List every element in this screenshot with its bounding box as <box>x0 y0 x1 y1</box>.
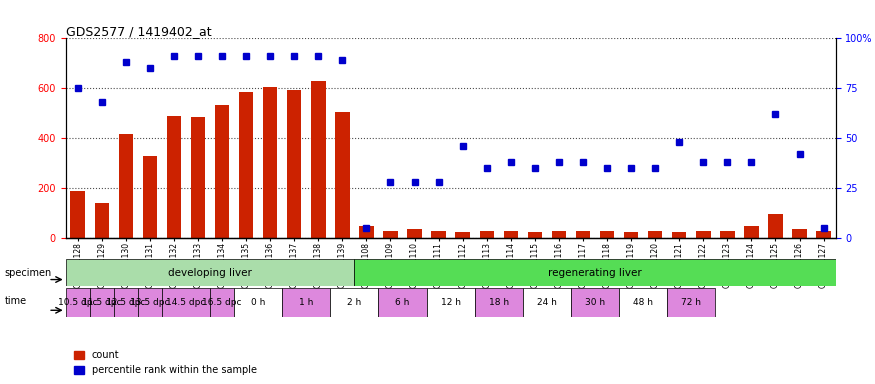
Bar <box>672 232 687 238</box>
Bar <box>287 89 301 238</box>
Legend: count, percentile rank within the sample: count, percentile rank within the sample <box>71 346 261 379</box>
Bar <box>383 230 397 238</box>
FancyBboxPatch shape <box>210 288 235 317</box>
Text: 16.5 dpc: 16.5 dpc <box>202 298 242 307</box>
Text: 1 h: 1 h <box>299 298 313 307</box>
Bar <box>215 104 229 238</box>
Bar <box>263 87 277 238</box>
Bar <box>720 230 735 238</box>
Text: 6 h: 6 h <box>396 298 410 307</box>
FancyBboxPatch shape <box>620 288 668 317</box>
FancyBboxPatch shape <box>668 288 716 317</box>
Bar <box>745 226 759 238</box>
FancyBboxPatch shape <box>379 288 427 317</box>
Bar <box>504 230 518 238</box>
Text: 72 h: 72 h <box>682 298 701 307</box>
Bar <box>239 92 254 238</box>
Bar <box>119 134 133 238</box>
Text: 12 h: 12 h <box>441 298 460 307</box>
Text: 24 h: 24 h <box>537 298 556 307</box>
Bar <box>696 230 710 238</box>
FancyBboxPatch shape <box>475 288 523 317</box>
Bar <box>408 229 422 238</box>
Text: 2 h: 2 h <box>347 298 361 307</box>
FancyBboxPatch shape <box>331 288 379 317</box>
Bar <box>312 81 326 238</box>
Bar <box>576 230 591 238</box>
FancyBboxPatch shape <box>66 259 354 286</box>
Bar <box>191 117 206 238</box>
FancyBboxPatch shape <box>354 259 836 286</box>
Text: 18 h: 18 h <box>488 298 509 307</box>
Bar <box>600 230 614 238</box>
Bar <box>456 232 470 238</box>
Text: GDS2577 / 1419402_at: GDS2577 / 1419402_at <box>66 25 211 38</box>
FancyBboxPatch shape <box>162 288 210 317</box>
FancyBboxPatch shape <box>90 288 114 317</box>
Text: 12.5 dpc: 12.5 dpc <box>106 298 145 307</box>
Bar <box>167 116 181 238</box>
Bar <box>624 232 639 238</box>
Text: 13.5 dpc: 13.5 dpc <box>130 298 170 307</box>
Bar <box>335 112 350 238</box>
Bar <box>143 156 158 238</box>
Text: 10.5 dpc: 10.5 dpc <box>58 298 97 307</box>
FancyBboxPatch shape <box>234 288 282 317</box>
Text: 48 h: 48 h <box>634 298 653 307</box>
FancyBboxPatch shape <box>114 288 138 317</box>
FancyBboxPatch shape <box>571 288 620 317</box>
Text: time: time <box>4 296 26 306</box>
Bar <box>431 230 446 238</box>
FancyBboxPatch shape <box>138 288 162 317</box>
Bar <box>360 226 374 238</box>
Bar <box>528 232 542 238</box>
Text: 0 h: 0 h <box>251 298 265 307</box>
Bar <box>71 190 85 238</box>
FancyBboxPatch shape <box>282 288 331 317</box>
Text: 11.5 dpc: 11.5 dpc <box>82 298 122 307</box>
Bar <box>552 230 566 238</box>
Bar <box>94 203 109 238</box>
FancyBboxPatch shape <box>66 288 90 317</box>
Text: 30 h: 30 h <box>585 298 605 307</box>
Text: developing liver: developing liver <box>168 268 252 278</box>
Bar <box>768 214 783 238</box>
Bar <box>648 230 662 238</box>
FancyBboxPatch shape <box>523 288 571 317</box>
Bar <box>793 229 807 238</box>
Bar <box>816 230 831 238</box>
FancyBboxPatch shape <box>427 288 475 317</box>
Text: specimen: specimen <box>4 268 52 278</box>
Text: regenerating liver: regenerating liver <box>548 268 642 278</box>
Bar <box>480 230 494 238</box>
Text: 14.5 dpc: 14.5 dpc <box>166 298 206 307</box>
